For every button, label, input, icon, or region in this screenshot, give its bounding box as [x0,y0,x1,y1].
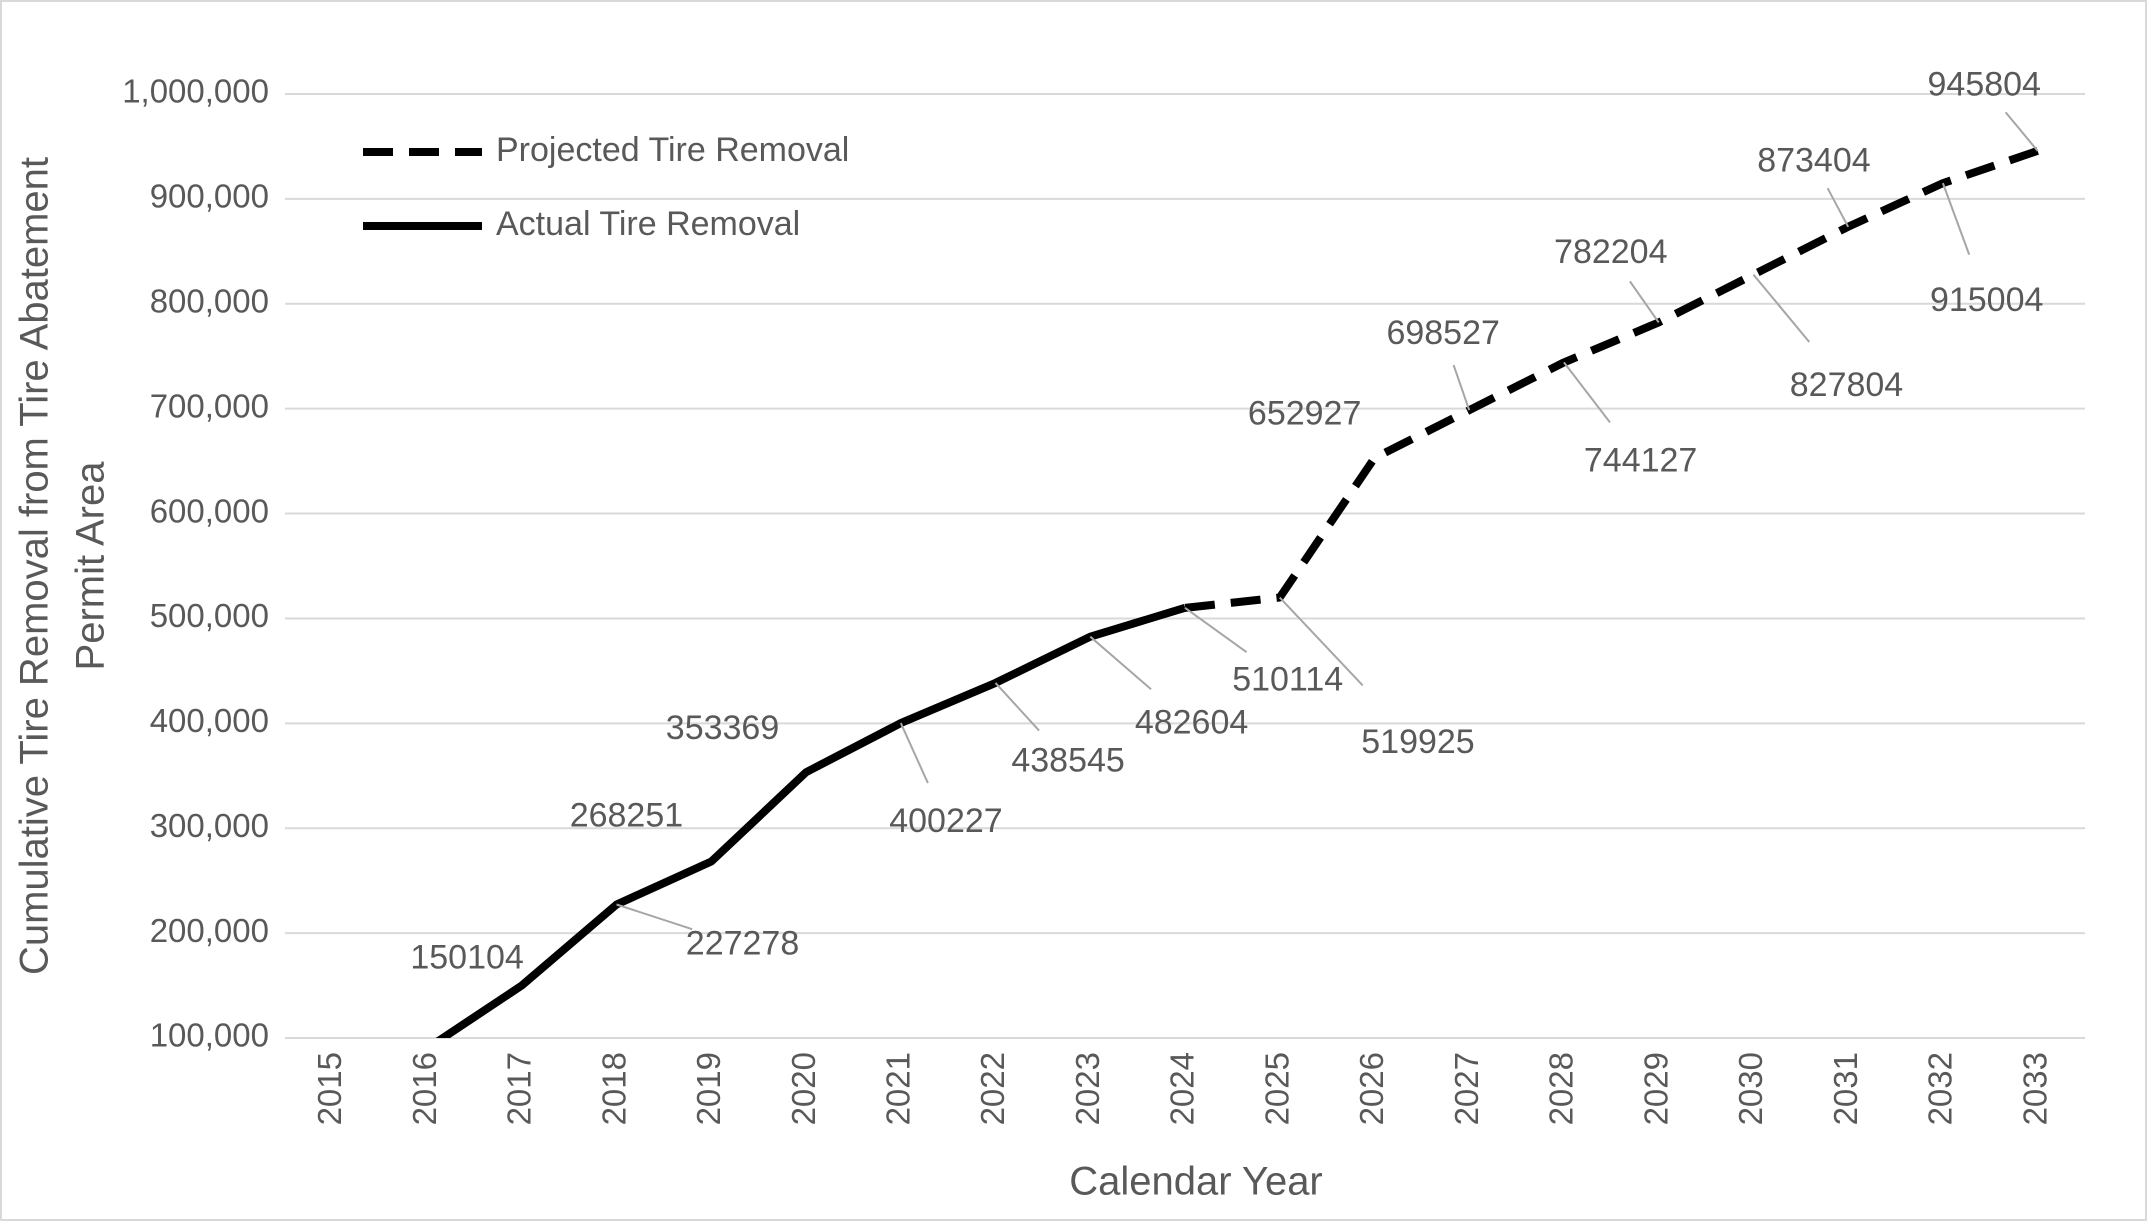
x-tick-label: 2029 [1637,1052,1674,1125]
y-tick-label: 500,000 [150,597,269,634]
data-line [435,604,1187,1038]
legend-label: Actual Tire Removal [496,205,800,243]
y-tick-label: 800,000 [150,282,269,319]
x-tick-label: 2021 [880,1052,917,1125]
data-label: 652927 [1248,395,1361,433]
leader-line [1279,596,1364,687]
data-label: 519925 [1361,723,1474,761]
leader-line [1089,635,1152,691]
y-tick-label: 400,000 [150,702,269,739]
legend-label: Projected Tire Removal [496,131,849,169]
leader-line [1752,273,1811,343]
leader-line [616,903,693,931]
data-label: 744127 [1584,441,1697,479]
y-tick-label: 900,000 [150,178,269,215]
x-axis-title: Calendar Year [1069,1160,1323,1204]
data-label: 510114 [1232,661,1343,699]
leader-line [1452,364,1471,411]
x-tick-label: 2015 [311,1052,348,1125]
x-tick-label: 2024 [1164,1052,1201,1125]
x-tick-label: 2018 [595,1052,632,1125]
y-tick-label: 600,000 [150,492,269,529]
data-label: 915004 [1930,281,2043,319]
x-tick-label: 2032 [1922,1052,1959,1125]
leader-line [2004,111,2039,152]
data-label: 150104 [410,938,523,976]
x-tick-label: 2033 [2016,1052,2053,1125]
y-tick-label: 700,000 [150,387,269,424]
leader-line [899,722,929,784]
data-line [1184,147,2039,612]
x-tick-label: 2025 [1258,1052,1295,1125]
y-axis-title: Cumulative Tire Removal from Tire Abatem… [13,157,57,975]
x-tick-label: 2019 [690,1052,727,1125]
x-tick-label: 2027 [1448,1052,1485,1125]
data-label: 827804 [1790,366,1903,404]
x-tick-label: 2026 [1353,1052,1390,1125]
y-tick-label: 100,000 [150,1017,269,1054]
plot-area [435,147,2039,1038]
x-tick-label: 2020 [785,1052,822,1125]
data-label: 438545 [1011,741,1124,779]
x-tick-label: 2023 [1069,1052,1106,1125]
x-tick-label: 2028 [1543,1052,1580,1125]
data-label: 873404 [1757,141,1870,179]
data-label: 400227 [889,802,1002,840]
leader-line [1826,187,1850,228]
y-tick-label: 200,000 [150,912,269,949]
y-tick-label: 1,000,000 [122,73,269,110]
leader-line [1184,607,1248,654]
leader-line [994,682,1040,732]
x-tick-label: 2017 [501,1052,538,1125]
leader-line [1563,361,1611,423]
y-tick-label: 300,000 [150,807,269,844]
data-label: 482604 [1135,703,1248,741]
data-label: 353369 [666,709,779,747]
data-label: 945804 [1928,65,2041,103]
data-label: 698527 [1386,314,1499,352]
y-axis-title: Permit Area [69,461,113,671]
x-tick-label: 2016 [406,1052,443,1125]
x-tick-label: 2031 [1827,1052,1864,1125]
data-label: 782204 [1554,233,1667,271]
data-label: 268251 [570,797,683,835]
x-tick-label: 2030 [1732,1052,1769,1125]
data-label: 227278 [686,925,799,963]
x-tick-label: 2022 [974,1052,1011,1125]
leader-line [1941,182,1971,255]
leader-line [1629,280,1660,324]
